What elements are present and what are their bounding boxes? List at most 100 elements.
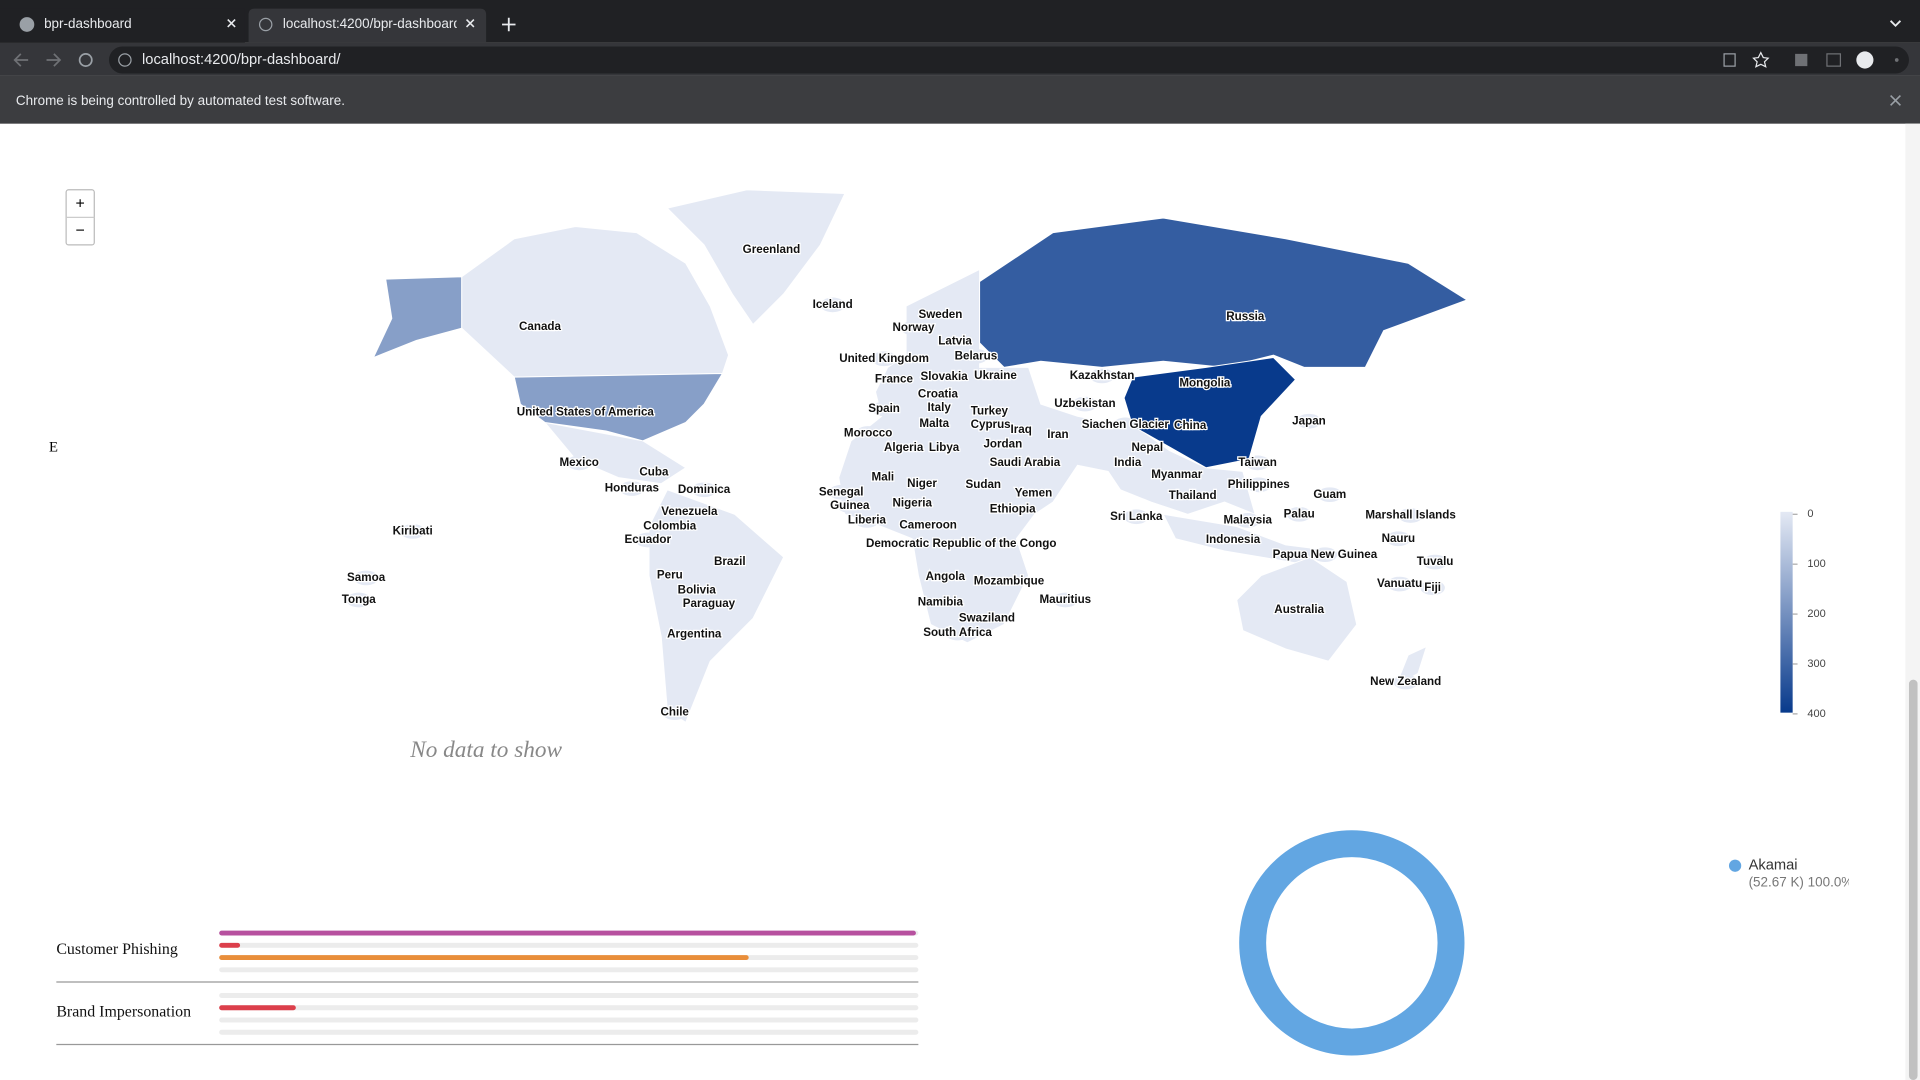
country-label: Marshall Islands [1365, 509, 1455, 522]
country-label: Malta [919, 417, 949, 430]
country [983, 368, 1008, 384]
country-label: Angola [926, 570, 966, 583]
country [891, 440, 916, 456]
bar-track [219, 967, 919, 973]
menu[interactable] [1894, 58, 1899, 62]
country-label: France [875, 373, 914, 386]
country [820, 297, 845, 313]
bookmark[interactable] [1752, 51, 1770, 68]
country [353, 570, 379, 586]
share[interactable] [1723, 53, 1736, 67]
country-label: Myanmar [1151, 468, 1203, 481]
country [691, 482, 717, 498]
url: localhost:4200/bpr-dashboard/ [142, 52, 341, 68]
country-label: Malaysia [1224, 513, 1273, 526]
country [513, 372, 724, 442]
bar-track [219, 1029, 919, 1035]
country [566, 455, 592, 471]
scale-tick-label: 400 [1807, 708, 1825, 720]
tab-active[interactable] [248, 8, 487, 43]
tab-title: bpr-dashboard [44, 16, 132, 31]
info-close[interactable] [1890, 94, 1901, 106]
side-panel[interactable] [1826, 53, 1842, 67]
country-label: New Zealand [1370, 675, 1441, 688]
country [635, 532, 660, 548]
tab-title: localhost:4200/bpr-dashboard/ [283, 16, 465, 31]
address-bar[interactable] [108, 46, 1909, 74]
legend-swatch [1728, 859, 1742, 872]
extensions[interactable] [1795, 53, 1808, 67]
country-label: United States of America [517, 406, 655, 419]
scale-tick-label: 100 [1807, 558, 1825, 570]
country-label: Russia [1226, 310, 1265, 323]
country-label: Mali [872, 471, 895, 484]
bar [219, 930, 916, 936]
country [1235, 513, 1260, 528]
country [1089, 368, 1115, 384]
tab-menu[interactable] [1889, 20, 1902, 28]
country [948, 536, 974, 552]
country [346, 592, 372, 608]
country-label: Swaziland [959, 611, 1015, 624]
country-label: Sweden [918, 308, 962, 321]
bar-track [219, 993, 919, 998]
country-label: Ethiopia [990, 502, 1036, 515]
country-label: Italy [928, 401, 952, 414]
country-label: Jordan [983, 438, 1022, 451]
country [979, 217, 1469, 368]
country-label: Guinea [830, 499, 870, 512]
country-label: Mexico [559, 456, 598, 469]
back[interactable] [13, 53, 29, 67]
country [682, 626, 707, 642]
profile[interactable] [1856, 51, 1874, 69]
legend-label[interactable]: Akamai [1749, 858, 1798, 874]
country-label: Cuba [639, 466, 669, 479]
country-label: Kiribati [393, 525, 433, 538]
tab-close[interactable] [227, 19, 236, 28]
country [931, 369, 957, 385]
country-label: Spain [868, 402, 900, 415]
country-label: Croatia [918, 387, 959, 400]
country [1387, 576, 1412, 592]
country [931, 440, 957, 456]
side-label: E [49, 440, 58, 456]
country [909, 476, 935, 492]
country [1245, 455, 1270, 471]
country-label: United Kingdom [839, 352, 929, 365]
country [619, 481, 645, 496]
tab-close[interactable] [465, 19, 475, 28]
country-label: Honduras [605, 482, 659, 495]
country-label: Iraq [1011, 423, 1032, 436]
country-label: Saudi Arabia [990, 456, 1061, 469]
new-tab[interactable] [502, 17, 516, 32]
forward[interactable] [46, 53, 62, 67]
country [696, 596, 722, 612]
country [1312, 547, 1338, 563]
country [915, 517, 941, 533]
country [1246, 477, 1272, 493]
empty-message: No data to show [409, 737, 562, 763]
zoom-out[interactable]: − [76, 223, 85, 240]
country-label: Dominica [678, 483, 731, 496]
country-label: Philippines [1228, 478, 1290, 491]
country-label: Slovakia [920, 370, 968, 383]
country-label: Namibia [918, 596, 964, 609]
country [1220, 532, 1246, 548]
country [1420, 580, 1445, 596]
country [837, 498, 863, 514]
country-label: Latvia [938, 335, 972, 348]
site-info[interactable] [118, 53, 132, 67]
country-label: Uzbekistan [1054, 397, 1115, 410]
country-label: Chile [660, 706, 689, 719]
info-bar [0, 75, 1920, 124]
bar-track [219, 1005, 919, 1011]
country-label: Siachen Glacier [1082, 418, 1170, 431]
scroll-thumb[interactable] [1908, 679, 1918, 1080]
zoom-in[interactable]: + [76, 196, 85, 213]
country-label: Indonesia [1206, 533, 1261, 546]
country-label: Samoa [347, 571, 386, 584]
tab[interactable] [0, 8, 245, 43]
reload[interactable] [78, 53, 93, 67]
country [1164, 467, 1189, 483]
country-label: Bolivia [678, 583, 717, 596]
